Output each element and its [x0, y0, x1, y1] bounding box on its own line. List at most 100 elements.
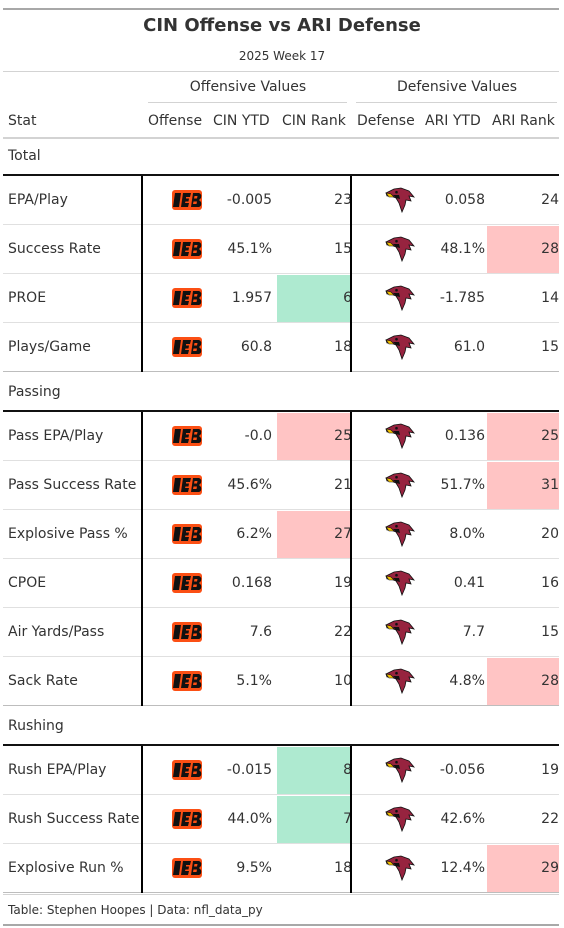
- row-divider: [3, 843, 559, 844]
- ari-rank-value: 20: [541, 526, 559, 542]
- row-group-rule: [3, 744, 559, 746]
- row-group-bottom-rule: [3, 892, 559, 893]
- spanner-offensive-values: Offensive Values: [189, 79, 307, 95]
- cardinals-logo-icon: [385, 619, 416, 649]
- table-footnote: Table: Stephen Hoopes | Data: nfl_data_p…: [8, 903, 263, 917]
- ari-rank-value: 25: [541, 428, 559, 444]
- ari-rank-value: 14: [541, 290, 559, 306]
- ari-ytd-value: 61.0: [453, 339, 485, 355]
- table-row: Plays/Game 60.8 18 61.0 15: [3, 323, 559, 372]
- stat-name: Plays/Game: [8, 339, 91, 355]
- cardinals-logo-icon: [385, 521, 416, 551]
- row-group-label: Passing: [8, 384, 61, 400]
- ari-rank-value: 28: [541, 673, 559, 689]
- ari-rank-highlight: [487, 658, 559, 706]
- header-bottom-rule: [3, 137, 559, 139]
- col-head-defense: Defense: [357, 113, 415, 129]
- stat-name: Sack Rate: [8, 673, 78, 689]
- bengals-logo-icon: [172, 760, 202, 784]
- ari-rank-value: 15: [541, 624, 559, 640]
- row-group-label: Rushing: [8, 718, 64, 734]
- col-head-ari-ytd: ARI YTD: [425, 113, 481, 129]
- cin-rank-value: 6: [343, 290, 352, 306]
- cin-rank-value: 15: [334, 241, 352, 257]
- row-divider: [3, 794, 559, 795]
- cin-ytd-value: 45.1%: [227, 241, 272, 257]
- bengals-logo-icon: [172, 239, 202, 263]
- ari-ytd-value: 51.7%: [440, 477, 485, 493]
- spanner-defensive-values: Defensive Values: [396, 79, 518, 95]
- table-row: Rush EPA/Play -0.015 8 -0.056 19: [3, 746, 559, 795]
- cin-ytd-value: 60.8: [240, 339, 272, 355]
- row-group-rule: [3, 410, 559, 412]
- cardinals-logo-icon: [385, 757, 416, 787]
- ari-ytd-value: -0.056: [439, 762, 485, 778]
- cin-rank-value: 21: [334, 477, 352, 493]
- bengals-logo-icon: [172, 671, 202, 695]
- cin-rank-value: 19: [334, 575, 352, 591]
- cardinals-logo-icon: [385, 285, 416, 315]
- cardinals-logo-icon: [385, 570, 416, 600]
- row-divider: [3, 224, 559, 225]
- ari-ytd-value: 42.6%: [440, 811, 485, 827]
- stat-name: CPOE: [8, 575, 47, 591]
- row-divider: [3, 322, 559, 323]
- stat-name: PROE: [8, 290, 47, 306]
- table-subtitle: 2025 Week 17: [238, 49, 326, 63]
- cin-rank-value: 7: [343, 811, 352, 827]
- cin-rank-value: 18: [334, 339, 352, 355]
- ari-rank-value: 22: [541, 811, 559, 827]
- stat-name: Pass Success Rate: [8, 477, 137, 493]
- stat-name: Rush Success Rate: [8, 811, 140, 827]
- table-row: Explosive Run % 9.5% 18 12.4% 29: [3, 844, 559, 893]
- bengals-logo-icon: [172, 622, 202, 646]
- cin-ytd-value: -0.015: [226, 762, 272, 778]
- defense-divider-line: [350, 746, 352, 893]
- offense-divider-line: [141, 176, 143, 372]
- col-head-ari-rank: ARI Rank: [492, 113, 555, 129]
- table-row: EPA/Play -0.005 23 0.058 24: [3, 176, 559, 225]
- ari-rank-highlight: [487, 462, 559, 510]
- offense-divider-line: [141, 412, 143, 706]
- spanner-defensive-rule: [356, 102, 557, 103]
- bengals-logo-icon: [172, 426, 202, 450]
- ari-rank-value: 16: [541, 575, 559, 591]
- top-rule: [3, 8, 559, 10]
- table-row: CPOE 0.168 19 0.41 16: [3, 559, 559, 608]
- ari-rank-highlight: [487, 226, 559, 274]
- cin-ytd-value: 9.5%: [236, 860, 272, 876]
- bengals-logo-icon: [172, 524, 202, 548]
- cardinals-logo-icon: [385, 855, 416, 885]
- row-divider: [3, 656, 559, 657]
- cardinals-logo-icon: [385, 236, 416, 266]
- col-head-cin-ytd: CIN YTD: [213, 113, 270, 129]
- cin-ytd-value: -0.0: [244, 428, 272, 444]
- row-group-bottom-rule: [3, 705, 559, 706]
- stat-name: Air Yards/Pass: [8, 624, 105, 640]
- row-group-label: Total: [8, 148, 41, 164]
- ari-rank-value: 19: [541, 762, 559, 778]
- bengals-logo-icon: [172, 337, 202, 361]
- cin-rank-value: 18: [334, 860, 352, 876]
- ari-rank-highlight: [487, 413, 559, 461]
- ari-rank-value: 15: [541, 339, 559, 355]
- cardinals-logo-icon: [385, 668, 416, 698]
- offense-divider-line: [141, 746, 143, 893]
- cin-ytd-value: 5.1%: [236, 673, 272, 689]
- table-row: PROE 1.957 6 -1.785 14: [3, 274, 559, 323]
- col-head-offense: Offense: [148, 113, 203, 129]
- ari-ytd-value: -1.785: [439, 290, 485, 306]
- cin-ytd-value: 44.0%: [227, 811, 272, 827]
- stat-name: Success Rate: [8, 241, 101, 257]
- stat-name: Explosive Pass %: [8, 526, 128, 542]
- defense-divider-line: [350, 176, 352, 372]
- cin-ytd-value: 45.6%: [227, 477, 272, 493]
- stat-name: Rush EPA/Play: [8, 762, 107, 778]
- cin-ytd-value: -0.005: [226, 192, 272, 208]
- bengals-logo-icon: [172, 573, 202, 597]
- cin-rank-value: 25: [334, 428, 352, 444]
- table-row: Success Rate 45.1% 15 48.1% 28: [3, 225, 559, 274]
- cardinals-logo-icon: [385, 423, 416, 453]
- table-row: Rush Success Rate 44.0% 7 42.6% 22: [3, 795, 559, 844]
- footer-bottom-rule: [3, 924, 559, 926]
